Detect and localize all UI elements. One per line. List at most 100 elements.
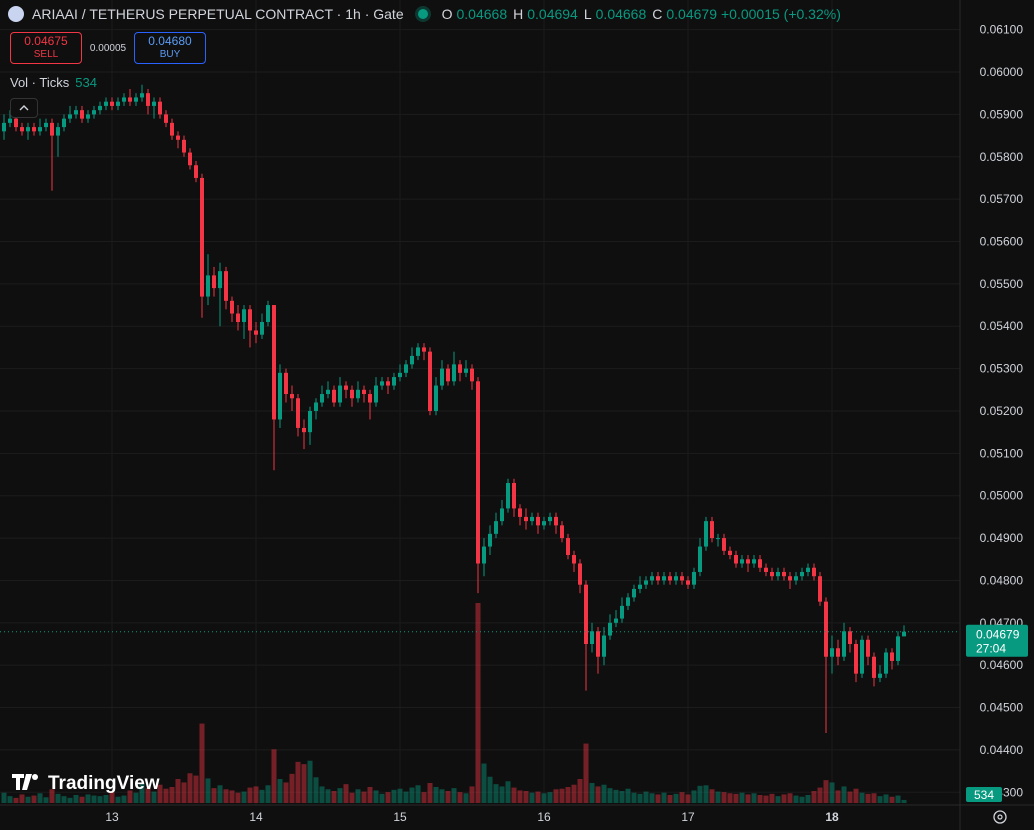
volume-bar [115, 796, 121, 803]
x-tick-label: 16 [537, 810, 551, 824]
candle-body [260, 322, 265, 335]
volume-bar [307, 760, 313, 803]
candle-body [452, 364, 457, 382]
volume-bar [895, 795, 901, 803]
price-tag [966, 624, 1028, 657]
candle-body [242, 309, 247, 322]
buy-button[interactable]: 0.04680 BUY [134, 32, 206, 64]
candle-body [722, 538, 727, 551]
volume-bar [829, 782, 835, 803]
candle-body [92, 110, 97, 115]
volume-bar [415, 785, 421, 803]
y-tick-label: 0.05700 [980, 192, 1024, 206]
candle-body [230, 300, 235, 314]
candle-body [224, 271, 229, 301]
candle-body [26, 127, 31, 132]
candle-body [104, 101, 109, 106]
volume-bar [667, 795, 673, 803]
candle-body [818, 576, 823, 602]
settings-button[interactable] [993, 810, 1007, 824]
volume-bar [847, 791, 853, 803]
candle-body [512, 483, 517, 509]
volume-bar [799, 796, 805, 803]
volume-bar [691, 790, 697, 803]
candle-body [482, 546, 487, 564]
candle-body [728, 550, 733, 556]
volume-bar [781, 794, 787, 803]
candle-body [812, 567, 817, 577]
market-status[interactable] [417, 9, 428, 19]
volume-bar [253, 786, 259, 803]
volume-bar [637, 793, 643, 803]
volume-bar [385, 792, 391, 803]
candle-body [794, 576, 799, 581]
y-tick-label: 0.05600 [980, 235, 1024, 249]
volume-bar [457, 792, 463, 803]
candle-body [176, 135, 181, 140]
candle-body [44, 122, 49, 128]
candle-body [836, 648, 841, 657]
x-tick-label: 14 [249, 810, 263, 824]
volume-bar [79, 796, 85, 803]
candle-body [254, 330, 259, 335]
y-tick-label: 0.04500 [980, 701, 1024, 715]
volume-legend: Vol · Ticks 534 [10, 75, 97, 90]
volume-bar [361, 791, 367, 803]
spread: 0.00005 [89, 42, 127, 54]
candle-body [374, 385, 379, 403]
candle-body [122, 97, 127, 102]
volume-bar [679, 792, 685, 803]
logo-text: TradingView [48, 773, 160, 794]
buy-price: 0.04680 [148, 34, 192, 48]
volume-bar [685, 794, 691, 803]
volume-bar [199, 723, 205, 803]
volume-bar [109, 792, 115, 803]
candle-body [464, 368, 469, 373]
volume-bar [505, 781, 511, 803]
volume-bar [817, 787, 823, 803]
candle-body [248, 309, 253, 331]
volume-bar [127, 790, 133, 803]
candle-body [98, 105, 103, 111]
candle-body [644, 580, 649, 585]
low-value: 0.04668 [595, 6, 647, 22]
header: ARIAAI / TETHERUS PERPETUAL CONTRACT · 1… [8, 6, 841, 22]
candle-body [200, 177, 205, 297]
candle-body [164, 114, 169, 123]
y-tick-label: 0.04800 [980, 573, 1024, 587]
candle-body [32, 127, 37, 132]
volume-bar [235, 792, 241, 803]
candle-body [320, 394, 325, 403]
candle-body [608, 622, 613, 636]
candle-body [524, 516, 529, 522]
volume-bar [787, 793, 793, 803]
candle-body [362, 389, 367, 395]
candle-body [806, 567, 811, 572]
volume-bar [745, 794, 751, 803]
candle-body [662, 576, 667, 581]
candle-body [590, 631, 595, 644]
volume-value: 534 [75, 75, 97, 90]
candle-body [86, 114, 91, 119]
volume-bar [169, 787, 175, 803]
candle-body [422, 347, 427, 352]
y-tick-label: 0.05200 [980, 404, 1024, 418]
candle-body [386, 381, 391, 386]
volume-bar [397, 788, 403, 803]
candle-body [776, 571, 781, 577]
volume-bar [883, 794, 889, 803]
candle-body [290, 394, 295, 399]
candle-body [404, 364, 409, 373]
volume-bar [661, 792, 667, 803]
volume-bar [853, 788, 859, 803]
candle-body [632, 588, 637, 598]
candle-body [128, 97, 133, 102]
collapse-button[interactable] [10, 98, 38, 118]
volume-bar [655, 794, 661, 803]
candle-body [584, 584, 589, 644]
volume-bar [517, 790, 523, 803]
sell-button[interactable]: 0.04675 SELL [10, 32, 82, 64]
candle-body [560, 525, 565, 539]
candle-body [206, 275, 211, 297]
